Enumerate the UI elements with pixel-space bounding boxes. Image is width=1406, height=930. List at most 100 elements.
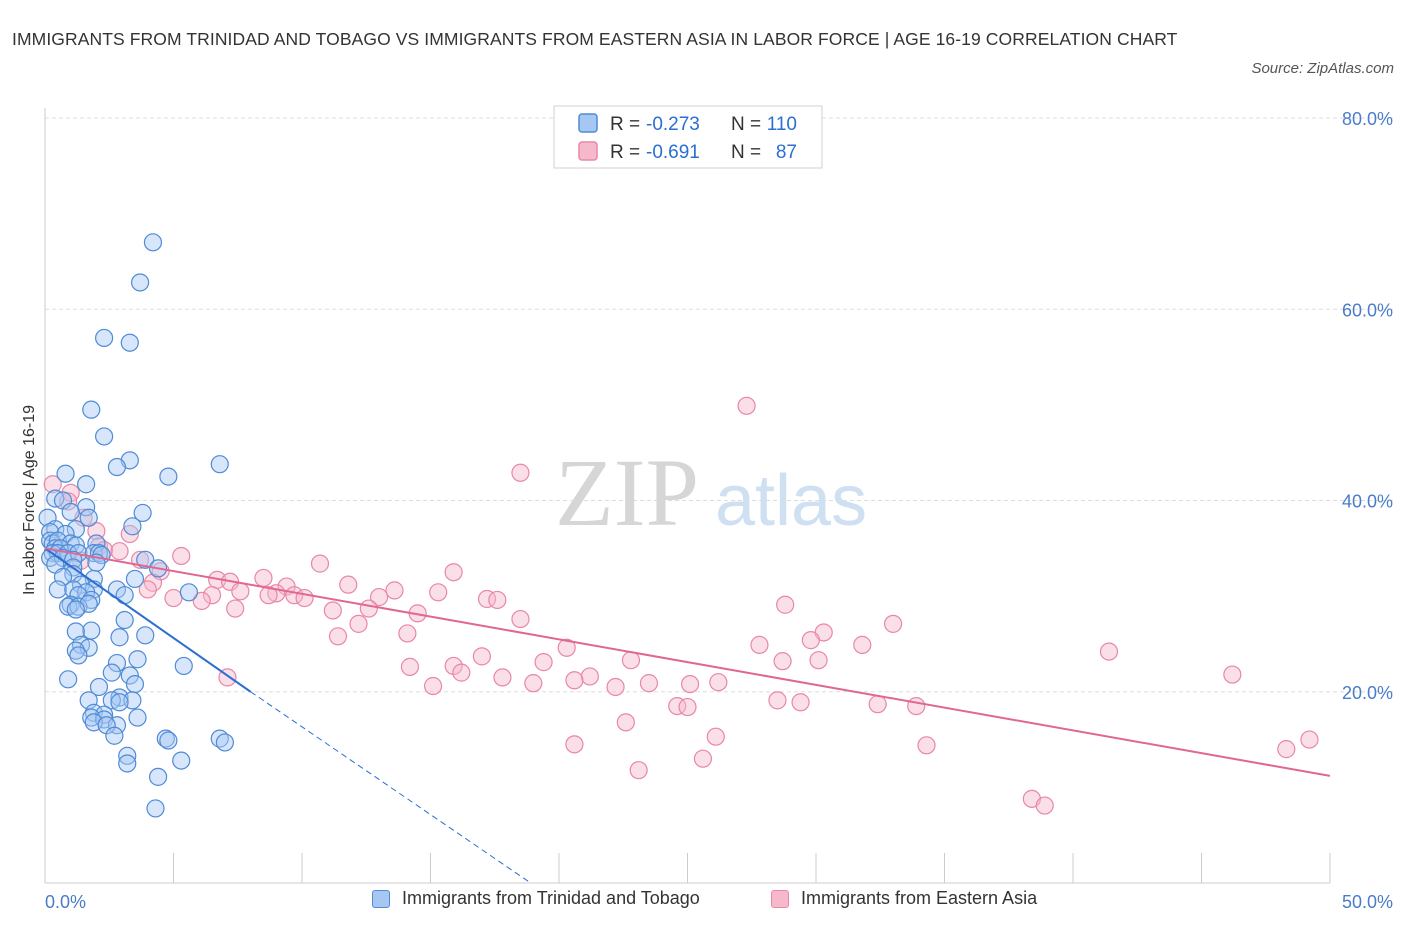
- data-point-eastern-asia: [295, 588, 314, 608]
- legend-swatch-blue: [372, 889, 390, 908]
- legend-label-trinidad-tobago: Immigrants from Trinidad and Tobago: [402, 888, 700, 908]
- data-point-trinidad-tobago: [95, 427, 114, 446]
- data-point-trinidad-tobago: [110, 693, 129, 712]
- legend-top-n-label-1: N =: [731, 114, 761, 135]
- legend-top: R = -0.273 N = 110 R = -0.691 N = 87: [553, 105, 823, 169]
- data-point-eastern-asia: [580, 667, 599, 686]
- data-point-trinidad-tobago: [210, 455, 229, 474]
- data-point-eastern-asia: [557, 638, 576, 657]
- data-point-eastern-asia: [511, 463, 530, 482]
- data-point-eastern-asia: [750, 635, 769, 654]
- y-tick-label: 80.0%: [1342, 109, 1393, 129]
- data-point-eastern-asia: [907, 696, 926, 716]
- trend-line-trinidad-tobago: [44, 547, 252, 693]
- data-point-eastern-asia: [110, 542, 129, 561]
- data-point-trinidad-tobago: [156, 729, 175, 748]
- data-point-eastern-asia: [678, 697, 697, 717]
- legend-top-n-label-2: N =: [731, 142, 761, 163]
- data-point-trinidad-tobago: [107, 457, 127, 477]
- legend-top-swatch-blue: [578, 113, 598, 133]
- data-point-eastern-asia: [629, 761, 648, 780]
- data-point-eastern-asia: [400, 657, 420, 676]
- data-point-eastern-asia: [737, 396, 756, 415]
- data-point-trinidad-tobago: [82, 621, 101, 640]
- data-point-eastern-asia: [423, 676, 443, 696]
- data-point-eastern-asia: [868, 695, 887, 714]
- data-point-eastern-asia: [398, 624, 417, 643]
- y-tick-label: 40.0%: [1342, 492, 1393, 512]
- legend-label-eastern-asia: Immigrants from Eastern Asia: [801, 888, 1038, 908]
- data-point-trinidad-tobago: [159, 467, 178, 486]
- data-point-eastern-asia: [452, 663, 471, 682]
- data-point-eastern-asia: [359, 599, 378, 618]
- data-point-eastern-asia: [776, 595, 795, 614]
- data-point-eastern-asia: [339, 575, 358, 594]
- data-point-trinidad-tobago: [123, 517, 142, 536]
- series-eastern-asia-points: [43, 396, 1319, 815]
- data-point-trinidad-tobago: [118, 746, 137, 765]
- y-tick-label: 60.0%: [1342, 300, 1393, 320]
- data-point-eastern-asia: [565, 671, 584, 690]
- data-point-eastern-asia: [231, 582, 250, 601]
- data-point-trinidad-tobago: [128, 708, 147, 727]
- data-point-eastern-asia: [616, 713, 635, 732]
- legend-top-r-value-1: -0.273: [646, 114, 700, 135]
- legend-swatch-pink: [771, 889, 789, 908]
- data-point-trinidad-tobago: [56, 464, 75, 483]
- data-point-eastern-asia: [192, 591, 211, 611]
- data-point-eastern-asia: [693, 749, 713, 768]
- data-point-eastern-asia: [791, 693, 810, 712]
- data-point-eastern-asia: [259, 586, 278, 605]
- data-point-trinidad-tobago: [118, 754, 137, 773]
- data-point-trinidad-tobago: [215, 733, 234, 752]
- data-point-trinidad-tobago: [69, 646, 88, 665]
- data-point-eastern-asia: [385, 581, 404, 600]
- data-point-eastern-asia: [1035, 796, 1054, 815]
- legend-top-r-value-2: -0.691: [646, 142, 700, 163]
- data-point-trinidad-tobago: [120, 666, 139, 685]
- legend-item-trinidad-tobago: Immigrants from Trinidad and Tobago: [372, 888, 700, 909]
- y-tick-label: 20.0%: [1342, 683, 1393, 703]
- data-point-trinidad-tobago: [107, 716, 127, 735]
- data-point-trinidad-tobago: [125, 674, 145, 694]
- data-point-trinidad-tobago: [95, 328, 114, 348]
- watermark-zip: ZIP: [555, 439, 699, 546]
- data-point-trinidad-tobago: [115, 586, 134, 605]
- legend-top-r-label-1: R =: [610, 114, 640, 135]
- chart-source: Source: ZipAtlas.com: [1251, 60, 1394, 77]
- data-point-eastern-asia: [226, 599, 245, 618]
- legend-top-box: [553, 105, 823, 169]
- legend-bottom: Immigrants from Trinidad and Tobago Immi…: [0, 888, 1406, 916]
- data-point-trinidad-tobago: [115, 610, 134, 630]
- x-tick-label: 0.0%: [45, 892, 86, 912]
- data-point-trinidad-tobago: [69, 597, 88, 616]
- y-tick-labels: 20.0% 40.0% 60.0% 80.0%: [1342, 109, 1393, 703]
- legend-top-swatch-pink: [578, 141, 598, 161]
- data-point-eastern-asia: [853, 635, 872, 654]
- data-point-trinidad-tobago: [89, 677, 109, 697]
- data-point-eastern-asia: [773, 652, 792, 671]
- data-point-trinidad-tobago: [66, 641, 85, 660]
- data-point-eastern-asia: [310, 554, 330, 573]
- data-point-eastern-asia: [349, 614, 368, 633]
- data-point-trinidad-tobago: [48, 580, 67, 599]
- trend-lines: [44, 547, 1331, 884]
- data-point-trinidad-tobago: [130, 273, 150, 292]
- data-point-eastern-asia: [370, 587, 389, 607]
- data-point-eastern-asia: [493, 668, 512, 687]
- data-point-eastern-asia: [202, 586, 222, 605]
- series-trinidad-tobago-points: [38, 233, 234, 818]
- data-point-trinidad-tobago: [172, 751, 191, 770]
- data-point-eastern-asia: [328, 627, 348, 646]
- data-point-trinidad-tobago: [136, 626, 155, 645]
- grid-lines: [45, 117, 1395, 693]
- data-point-trinidad-tobago: [61, 502, 80, 522]
- data-point-eastern-asia: [706, 727, 725, 746]
- legend-item-eastern-asia: Immigrants from Eastern Asia: [771, 888, 1037, 909]
- data-point-trinidad-tobago: [148, 767, 168, 786]
- data-point-eastern-asia: [138, 580, 157, 599]
- data-point-eastern-asia: [606, 677, 625, 697]
- data-point-trinidad-tobago: [107, 653, 127, 673]
- data-point-eastern-asia: [534, 653, 553, 672]
